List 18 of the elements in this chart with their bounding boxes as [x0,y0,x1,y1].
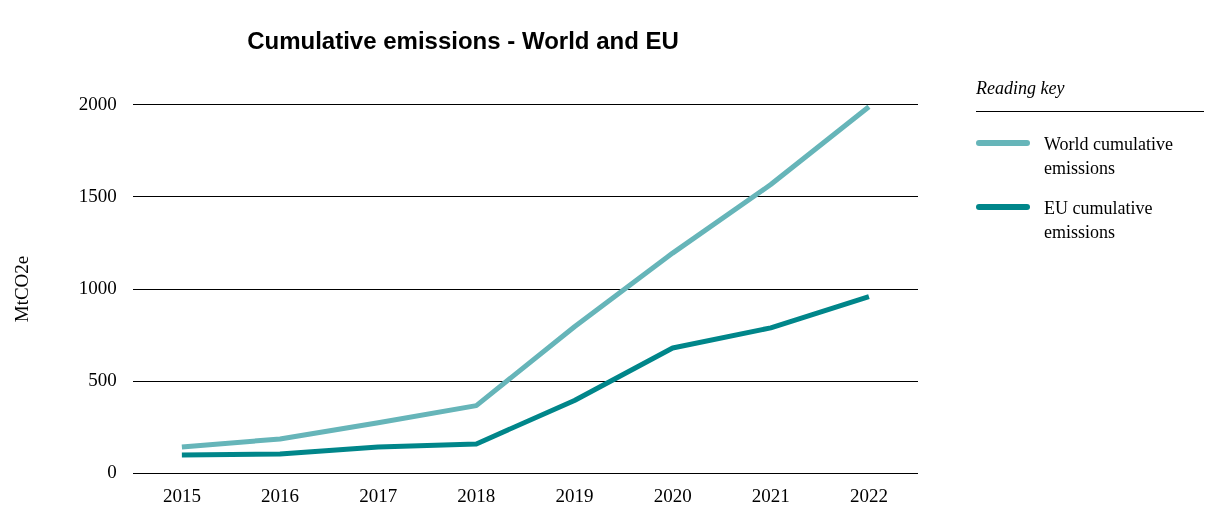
x-tick-label: 2018 [457,484,496,506]
y-tick-label: 1500 [78,184,117,206]
y-tick-label: 500 [88,369,117,391]
x-tick-label: 2016 [261,484,300,506]
y-tick-label: 1000 [78,276,117,298]
y-tick-label: 2000 [78,92,117,114]
y-axis-title: MtCO2e [11,255,33,323]
x-tick-label: 2017 [359,484,398,506]
chart-title: Cumulative emissions - World and EU [247,27,679,55]
x-tick-label: 2015 [162,484,201,506]
y-tick-label: 0 [107,461,117,483]
x-tick-label: 2021 [751,484,790,506]
x-tick-label: 2020 [653,484,692,506]
legend-label: EU cumulative emissions [1044,197,1154,244]
legend-label: World cumulative emissions [1044,133,1174,180]
x-tick-label: 2019 [555,484,594,506]
legend-title: Reading key [976,78,1204,112]
x-tick-label: 2022 [849,484,888,506]
